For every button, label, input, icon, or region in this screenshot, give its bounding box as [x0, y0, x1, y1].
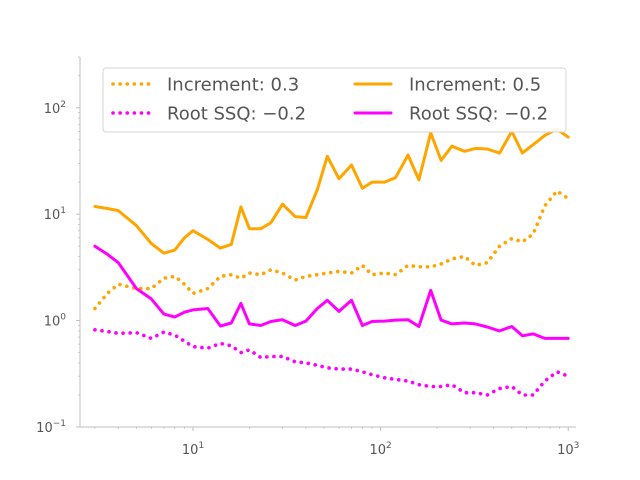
y-tick-label: 101 — [44, 206, 66, 223]
series-root-ssq-solid — [93, 244, 570, 340]
series-lines — [93, 127, 571, 397]
legend: Increment: 0.3 Root SSQ: −0.2 Increment: 0… — [102, 67, 567, 133]
legend-entry-root-ssq-dotted: Root SSQ: −0.2 — [111, 104, 306, 125]
x-tick-label: 103 — [557, 441, 579, 458]
series-increment-0-5 — [93, 127, 570, 255]
x-ticks: 101 102 103 — [182, 427, 579, 458]
legend-label: Root SSQ: −0.2 — [409, 104, 548, 125]
y-tick-label: 100 — [44, 313, 67, 330]
series-root-ssq-dotted — [93, 327, 571, 397]
x-tick-label: 102 — [369, 441, 391, 458]
y-tick-label: 102 — [44, 100, 66, 117]
series-increment-0-3 — [93, 189, 571, 311]
x-tick-label: 101 — [182, 441, 204, 458]
legend-entry-increment-0-5: Increment: 0.5 — [353, 75, 541, 96]
legend-label: Increment: 0.3 — [167, 75, 299, 96]
y-tick-label: 10−1 — [36, 419, 66, 436]
y-ticks: 10−1 100 101 102 — [36, 100, 80, 436]
legend-frame — [102, 67, 567, 133]
minor-ticks — [78, 56, 561, 429]
legend-entry-increment-0-3: Increment: 0.3 — [111, 75, 299, 96]
legend-label: Increment: 0.5 — [409, 75, 541, 96]
legend-entry-root-ssq-solid: Root SSQ: −0.2 — [353, 104, 548, 125]
legend-label: Root SSQ: −0.2 — [167, 104, 306, 125]
